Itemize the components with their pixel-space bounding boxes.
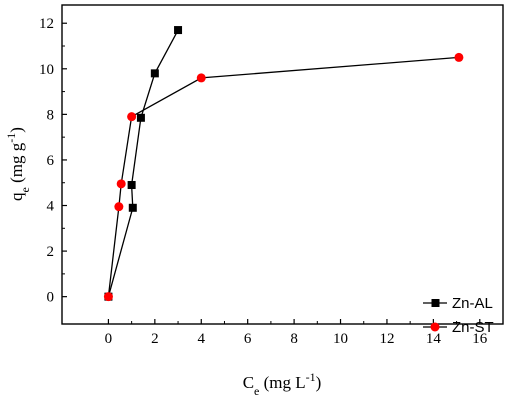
data-point-zn-al (174, 26, 183, 35)
series-zn-st (107, 56, 459, 297)
series-line-zn-st (107, 56, 459, 297)
data-point-zn-st (114, 202, 124, 212)
y-tick-label: 12 (39, 16, 54, 32)
y-axis-title: qe (mg g-1) (4, 127, 32, 201)
data-point-zn-st (103, 292, 113, 302)
y-tick-label: 4 (47, 199, 55, 215)
series-line-zn-al (107, 29, 179, 297)
plot-frame (61, 4, 504, 325)
y-tick-label: 8 (47, 107, 55, 123)
x-tick-label: 12 (379, 331, 394, 347)
data-point-zn-al (136, 113, 145, 122)
data-point-zn-al (128, 203, 137, 212)
y-tick-label: 2 (47, 244, 55, 260)
x-tick-label: 6 (244, 331, 252, 347)
x-tick-label: 10 (333, 331, 348, 347)
x-tick-label: 4 (198, 331, 206, 347)
markers-zn-al (104, 26, 183, 301)
x-tick-label: 8 (290, 331, 298, 347)
series-layer (103, 26, 464, 302)
x-tick-label: 16 (472, 331, 488, 347)
data-point-zn-al (150, 69, 159, 78)
x-tick-label: 2 (151, 331, 159, 347)
legend-marker-zn-st (430, 322, 440, 332)
data-point-zn-st (196, 73, 206, 83)
y-tick-label: 6 (47, 153, 55, 169)
data-point-zn-st (454, 52, 464, 62)
data-point-zn-st (127, 112, 137, 122)
legend-label-zn-st: Zn-ST (452, 319, 494, 336)
y-tick-label: 0 (47, 290, 55, 306)
legend: Zn-AL Zn-ST (423, 295, 494, 336)
data-point-zn-st (116, 179, 126, 189)
markers-zn-st (103, 52, 464, 302)
x-tick-label: 14 (426, 331, 442, 347)
y-tick-label: 10 (39, 62, 54, 78)
x-axis-title: Ce (mg L-1) (243, 370, 322, 398)
data-point-zn-al (127, 181, 136, 190)
x-tick-label: 0 (105, 331, 113, 347)
axis-ticks: 0 2 4 6 8 10 12 14 16 0 2 4 6 8 10 12 (39, 16, 488, 347)
series-zn-al (107, 29, 179, 297)
legend-label-zn-al: Zn-AL (452, 295, 493, 312)
legend-marker-zn-al (431, 299, 440, 307)
